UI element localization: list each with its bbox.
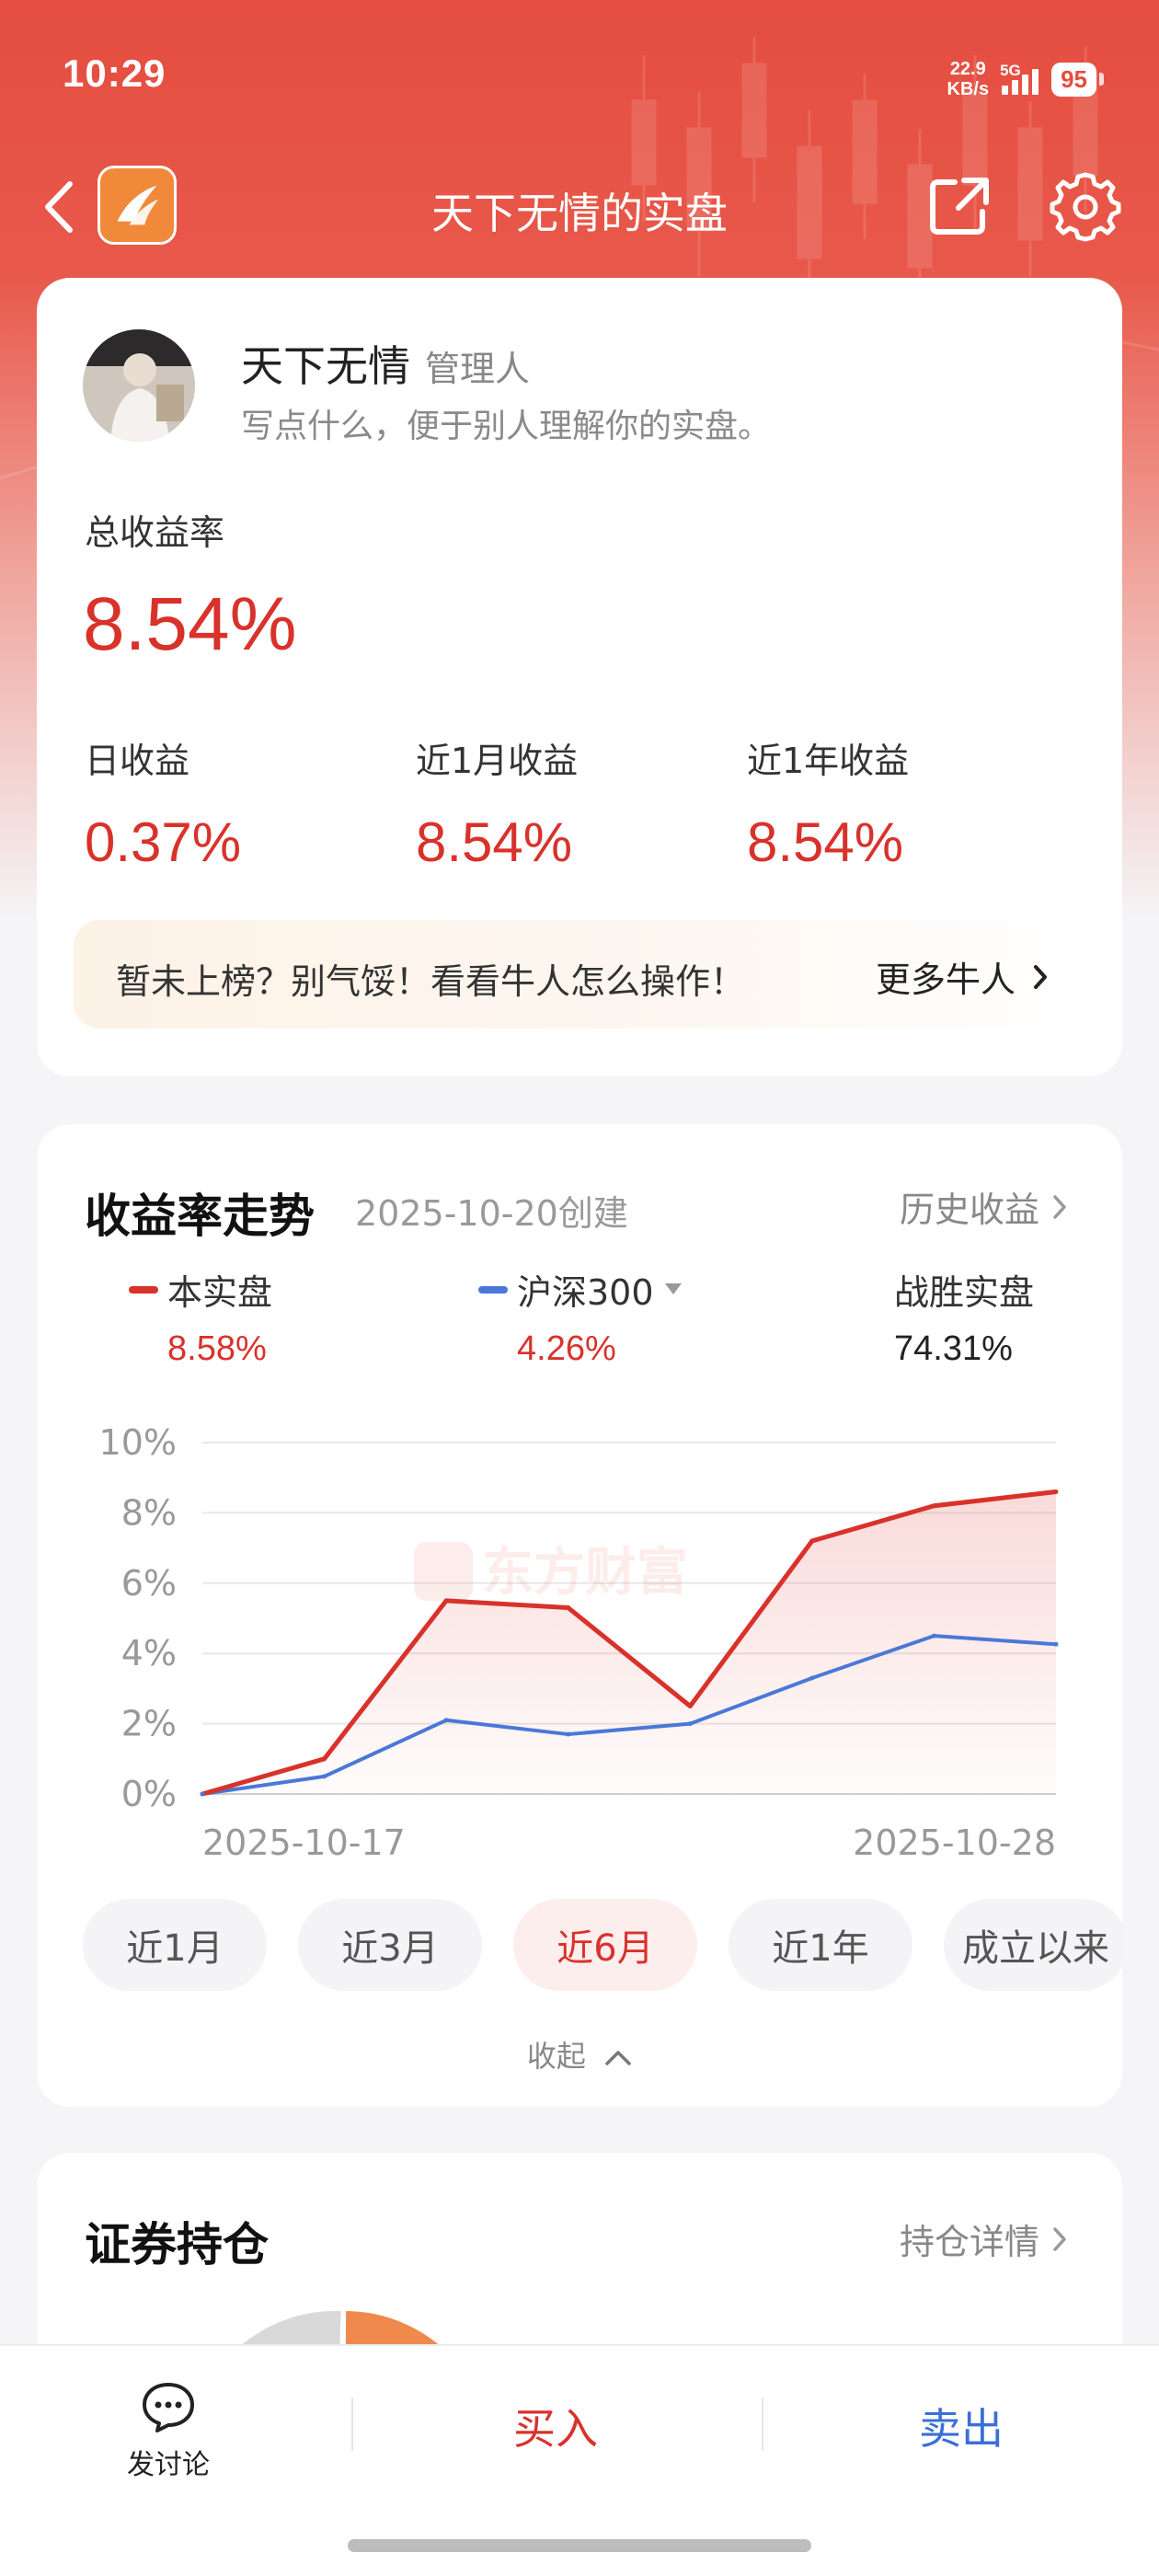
legend-benchmark[interactable]: 沪深300 4.26% — [478, 1264, 683, 1369]
banner-text: 暂未上榜？别气馁！看看牛人怎么操作！ — [116, 961, 746, 1002]
y-tick-label: 2% — [121, 1704, 177, 1744]
collapse-button[interactable]: 收起 — [37, 2033, 1122, 2076]
user-role: 管理人 — [425, 349, 531, 389]
benchmark-point — [809, 1675, 815, 1681]
portfolio-point — [443, 1598, 449, 1604]
y-tick-label: 6% — [121, 1563, 177, 1604]
avatar[interactable] — [83, 329, 195, 442]
legend-beat-ratio: 战胜实盘 74.31% — [894, 1272, 1035, 1368]
chevron-right-icon — [1034, 964, 1047, 989]
series-points — [200, 1489, 1059, 1797]
tab-3months[interactable]: 近3月 — [298, 1899, 482, 1991]
benchmark-point — [443, 1718, 449, 1723]
back-icon[interactable] — [37, 175, 83, 239]
holdings-detail-link[interactable]: 持仓详情 — [900, 2214, 1067, 2264]
benchmark-point — [566, 1731, 571, 1737]
y-tick-label: 8% — [121, 1492, 177, 1533]
benchmark-line — [201, 1634, 1057, 1796]
trend-title: 收益率走势 — [85, 1190, 315, 1243]
app-logo — [98, 166, 177, 245]
return-trend-card: 收益率走势 2025-10-20创建 历史收益 本实盘 8.58% 沪深300 … — [37, 1124, 1122, 2107]
home-indicator[interactable] — [348, 2539, 811, 2552]
dropdown-triangle-icon[interactable] — [663, 1280, 683, 1300]
profile-card: 天下无情 管理人 写点什么，便于别人理解你的实盘。 总收益率 8.54% 日收益 … — [37, 278, 1122, 1076]
chat-bubble-icon — [143, 2383, 194, 2432]
history-returns-link[interactable]: 历史收益 — [900, 1181, 1067, 1232]
page-title: 天下无情的实盘 — [431, 189, 728, 238]
return-chart: 10% 8% 6% 4% 2% 0% 东方财富 2025-10-17 2025-10-28 — [99, 1422, 1059, 1863]
buy-button[interactable]: 买入 — [513, 2404, 598, 2454]
signal-icon: 5G — [1000, 62, 1039, 95]
portfolio-point — [566, 1605, 571, 1611]
portfolio-area — [202, 1491, 1056, 1794]
portfolio-point — [809, 1538, 815, 1544]
total-return-label: 总收益率 — [85, 512, 225, 553]
benchmark-point — [931, 1633, 936, 1639]
gear-icon[interactable] — [1049, 169, 1122, 243]
benchmark-point — [1053, 1641, 1059, 1647]
benchmark-point — [322, 1774, 327, 1779]
bottom-action-bar: 发讨论 买入 卖出 — [0, 2344, 1159, 2576]
legend-portfolio: 本实盘 8.58% — [129, 1264, 272, 1369]
user-name: 天下无情 管理人 — [241, 341, 531, 391]
legend-swatch — [478, 1285, 508, 1294]
post-discussion-button[interactable]: 发讨论 — [92, 2379, 245, 2482]
svg-text:东方财富: 东方财富 — [482, 1543, 688, 1603]
chevron-right-icon — [1053, 1194, 1066, 1219]
chart-watermark: 东方财富 — [414, 1542, 688, 1603]
stat-daily: 日收益 0.37% — [85, 741, 242, 873]
period-tabs: 近1月 近3月 近6月 近1年 成立以来 — [83, 1899, 1122, 1991]
chevron-up-icon — [605, 2051, 631, 2065]
y-tick-label: 10% — [99, 1422, 177, 1463]
total-return-value: 8.54% — [83, 582, 297, 666]
net-speed: 22.9 KB/s — [947, 59, 990, 99]
share-icon[interactable] — [924, 169, 997, 243]
battery-icon: 95 — [1051, 62, 1104, 97]
portfolio-line — [201, 1489, 1057, 1797]
y-axis-ticks: 10% 8% 6% 4% 2% 0% — [99, 1422, 177, 1814]
benchmark-point — [687, 1721, 693, 1727]
tab-since-inception[interactable]: 成立以来 — [944, 1899, 1122, 1991]
status-icons: 22.9 KB/s 5G 95 — [947, 57, 1104, 101]
y-tick-label: 4% — [121, 1633, 177, 1673]
portfolio-point — [322, 1756, 327, 1762]
divider — [762, 2398, 763, 2451]
legend-swatch — [129, 1285, 158, 1294]
more-traders-link[interactable]: 更多牛人 — [876, 951, 1049, 1002]
x-tick-end: 2025-10-28 — [853, 1823, 1056, 1863]
y-tick-label: 0% — [121, 1774, 177, 1814]
created-date: 2025-10-20创建 — [355, 1193, 628, 1234]
tab-1month[interactable]: 近1月 — [83, 1899, 267, 1991]
holdings-title: 证券持仓 — [85, 2218, 269, 2271]
sell-button[interactable]: 卖出 — [919, 2404, 1004, 2454]
portfolio-point — [1053, 1489, 1059, 1494]
tab-1year[interactable]: 近1年 — [729, 1899, 912, 1991]
stat-1month: 近1月收益 8.54% — [416, 741, 579, 873]
divider — [351, 2398, 353, 2451]
x-tick-start: 2025-10-17 — [202, 1823, 406, 1863]
portfolio-point — [931, 1503, 936, 1509]
status-time: 10:29 — [63, 52, 166, 95]
ranking-banner[interactable]: 暂未上榜？别气馁！看看牛人怎么操作！ 更多牛人 — [74, 920, 1085, 1029]
portfolio-point — [687, 1704, 693, 1708]
tab-6months[interactable]: 近6月 — [513, 1899, 697, 1991]
user-bio[interactable]: 写点什么，便于别人理解你的实盘。 — [241, 408, 772, 445]
stat-1year: 近1年收益 8.54% — [747, 741, 910, 873]
chevron-right-icon — [1053, 2226, 1066, 2251]
benchmark-point — [200, 1791, 205, 1797]
